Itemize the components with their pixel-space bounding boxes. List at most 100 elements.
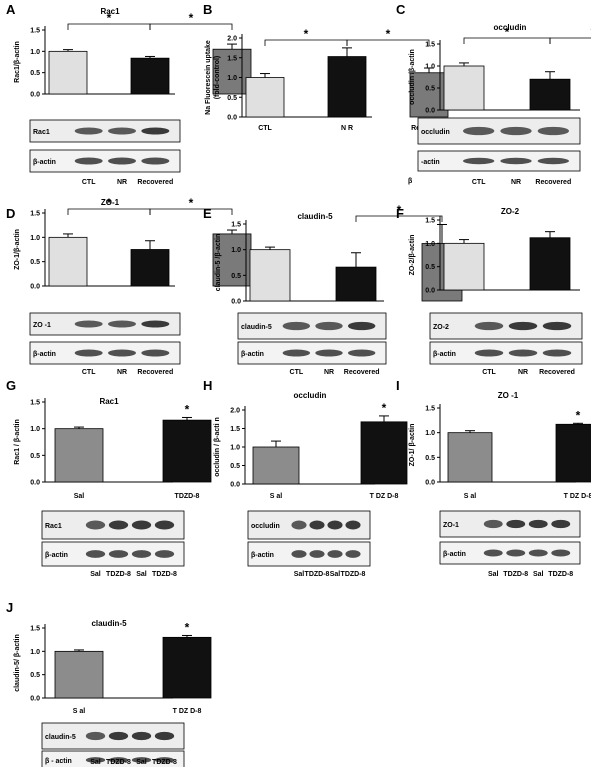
blot-band — [528, 549, 548, 557]
lane-label: NR — [324, 369, 334, 376]
chart-title: Rac1 — [100, 7, 120, 16]
significance-star: * — [189, 11, 194, 25]
lane-label: Sal — [294, 571, 305, 578]
bar-1 — [447, 432, 493, 483]
y-axis-label: Rac1 / β-actin — [14, 419, 21, 465]
blot-band — [74, 320, 103, 328]
y-tick-label: 1.0 — [231, 247, 241, 254]
blot-band — [462, 126, 495, 136]
y-tick-label: 1.0 — [30, 235, 40, 242]
bar-1 — [245, 77, 285, 118]
y-tick-label: 1.5 — [30, 28, 40, 35]
blot-band — [85, 757, 106, 763]
y-axis-label: ZO-1/β-actin — [14, 229, 21, 270]
panel-letter: H — [203, 378, 212, 393]
western-blot-box — [29, 312, 181, 336]
significance-star: * — [505, 25, 510, 39]
y-tick-label: 1.5 — [231, 222, 241, 229]
y-tick-label: 1.0 — [230, 445, 240, 452]
western-blot-box — [417, 150, 581, 172]
western-blot-box — [29, 149, 181, 173]
panel-d: D ZO-1 0.0 0.5 1.0 1.5 ZO-1/β-actin * * ZO -1 β-ac… — [6, 196, 252, 376]
blot-band — [347, 349, 376, 357]
lane-label: CTL — [472, 179, 486, 186]
blot-band — [131, 520, 152, 530]
y-tick-label: 1.0 — [30, 426, 40, 433]
significance-bracket — [149, 23, 233, 30]
blot-band — [528, 519, 548, 529]
x-category-label: S al — [464, 493, 477, 500]
y-axis-label: Rac1/β-actin — [14, 41, 21, 83]
blot-label: β-actin — [33, 351, 56, 358]
panel-letter: B — [203, 2, 212, 17]
blot-band — [74, 127, 103, 135]
lane-label: NR — [117, 179, 127, 186]
blot-band — [327, 520, 343, 530]
significance-bracket — [346, 39, 430, 46]
lane-label: TDZD-8 — [548, 571, 573, 578]
bar-2 — [327, 56, 367, 118]
chart-title: claudin-5 — [297, 212, 333, 221]
y-tick-label: 1.0 — [227, 75, 237, 82]
significance-star: * — [304, 27, 309, 41]
x-category-label: N R — [341, 125, 353, 132]
lane-label: Sal — [90, 571, 101, 578]
blot-label: β-actin — [251, 552, 274, 559]
y-axis-label: Na Fluorescein uptake (fold-control) — [205, 40, 221, 115]
significance-star: * — [382, 401, 387, 415]
bar-2 — [555, 423, 591, 483]
blot-band — [108, 157, 136, 165]
blot-band — [85, 520, 106, 530]
bar-2 — [162, 419, 212, 483]
lane-label: NR — [518, 369, 528, 376]
bar-2 — [130, 249, 170, 287]
blot-band — [74, 157, 103, 165]
y-tick-label: 1.5 — [30, 400, 40, 407]
significance-star: * — [107, 196, 112, 210]
blot-band — [474, 321, 504, 331]
panel-letter: J — [6, 600, 13, 615]
panel-f: F ZO-2 0.0 0.5 1.0 1.5 ZO-2/β-actin ZO-2 β-actin… — [396, 206, 583, 376]
lane-label: CTL — [82, 179, 96, 186]
blot-band — [108, 550, 129, 558]
y-tick-label: 1.0 — [30, 649, 40, 656]
y-tick-label: 0.5 — [30, 70, 40, 77]
x-category-label: S al — [270, 493, 283, 500]
significance-star: * — [386, 27, 391, 41]
blot-label: -actin — [421, 159, 440, 166]
blot-band — [506, 519, 526, 529]
bar-2 — [335, 266, 377, 302]
blot-label: Rac1 — [33, 129, 50, 136]
y-tick-label: 1.5 — [230, 426, 240, 433]
chart-title: ZO-2 — [501, 207, 520, 216]
bar-1 — [443, 65, 485, 111]
blot-band — [108, 757, 129, 763]
blot-band — [309, 550, 325, 558]
panel-g: G Rac1 0.0 0.5 1.0 1.5 Rac1 / β-actin Sal TDZD-8… — [6, 378, 212, 578]
bar-2 — [162, 636, 212, 699]
significance-star: * — [576, 408, 581, 422]
y-tick-label: 0.0 — [30, 696, 40, 703]
western-blot-box — [429, 341, 583, 365]
y-tick-label: 1.0 — [425, 430, 435, 437]
panel-i: I ZO -1 0.0 0.5 1.0 1.5 ZO-1/ β-actin S al T DZ … — [396, 378, 591, 578]
blot-label: occludin — [251, 523, 280, 530]
lane-label: Sal — [330, 571, 341, 578]
lane-label: Sal — [136, 571, 147, 578]
y-axis-label-line: (fold-control) — [214, 56, 221, 100]
blot-band — [483, 549, 503, 557]
blot-label: β-actin — [33, 159, 56, 166]
bar-1 — [54, 428, 104, 483]
y-axis-label: claudin-5/ β-actin — [14, 634, 21, 692]
blot-band — [154, 550, 175, 558]
y-axis-label: claudin-5 /β-actin — [215, 234, 222, 292]
lane-label: CTL — [82, 369, 96, 376]
y-tick-label: 1.5 — [227, 55, 237, 62]
panel-letter: I — [396, 378, 400, 393]
blot-band — [108, 520, 129, 530]
lane-label: Recovered — [539, 369, 575, 376]
lane-label: Sal — [136, 759, 147, 766]
significance-star: * — [107, 11, 112, 25]
